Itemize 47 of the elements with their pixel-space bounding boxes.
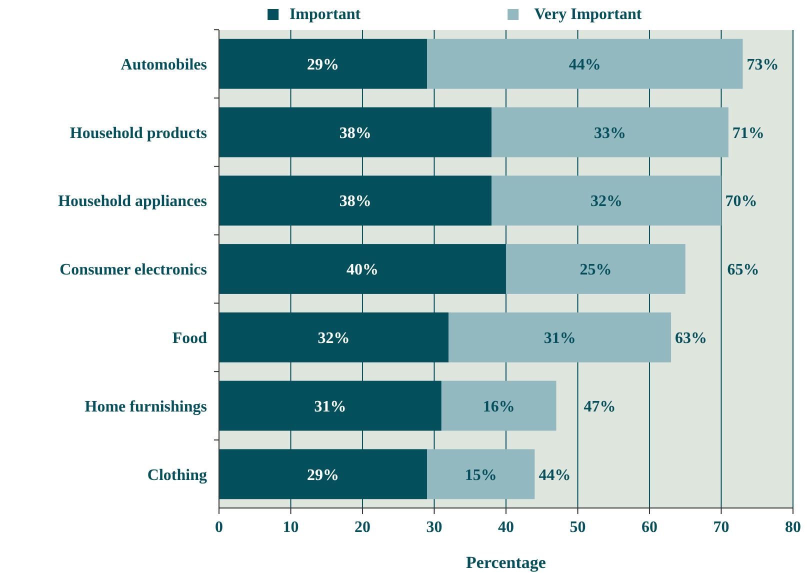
data-label: 40% [346,262,378,279]
total-label: 70% [725,193,758,210]
x-tick-label: 10 [282,519,299,536]
x-tick-label: 60 [642,519,658,536]
total-label: 44% [538,466,571,484]
legend-label: Very Important [534,6,642,23]
data-label: 31% [544,330,576,347]
x-tick-label: 0 [215,519,223,536]
y-tick-label: Consumer electronics [60,262,207,279]
data-label: 32% [590,193,622,210]
x-axis-title: Percentage [466,553,546,572]
total-label: 63% [675,330,708,347]
x-tick-label: 30 [426,519,442,536]
x-tick-label: 80 [785,519,801,536]
legend-label: Important [289,6,362,23]
data-label: 29% [307,56,340,74]
data-label: 32% [318,330,350,347]
data-label: 38% [339,124,372,142]
x-tick-label: 70 [713,519,730,536]
total-label: 73% [746,56,779,74]
data-label: 31% [314,398,346,416]
y-tick-label: Household products [70,124,207,142]
data-label: 25% [580,262,612,279]
bar [441,380,556,431]
data-label: 15% [464,466,497,484]
bar [506,244,686,294]
data-label: 16% [482,398,515,416]
x-tick-label: 50 [570,519,586,536]
y-tick-label: Food [172,330,208,347]
bar [448,312,672,362]
x-tick-label: 20 [354,519,370,536]
y-tick-label: Household appliances [58,193,207,210]
y-tick-label: Clothing [147,466,207,484]
data-label: 38% [339,193,372,210]
y-tick-label: Automobiles [120,56,207,74]
data-label: 44% [568,56,601,74]
x-tick-label: 40 [498,519,514,536]
total-label: 47% [584,398,616,416]
total-label: 71% [732,124,764,142]
bar [492,176,722,226]
data-label: 33% [594,124,626,142]
bar [427,449,535,500]
y-tick-label: Home furnishings [84,398,207,416]
total-label: 65% [727,262,760,279]
bar [492,107,728,158]
data-label: 29% [307,466,340,484]
bar [427,38,743,89]
